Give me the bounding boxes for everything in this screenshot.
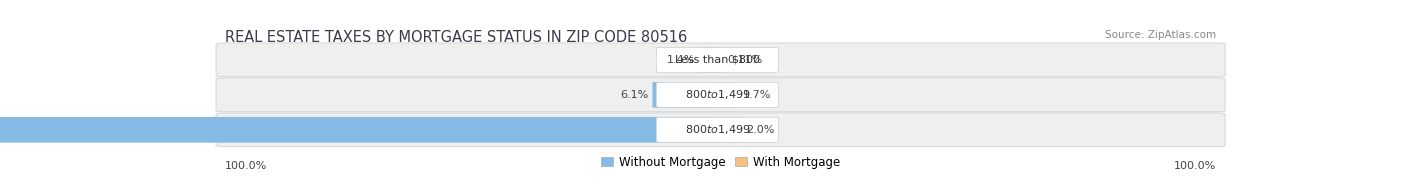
FancyBboxPatch shape — [217, 78, 1225, 112]
Text: Source: ZipAtlas.com: Source: ZipAtlas.com — [1105, 30, 1216, 40]
FancyBboxPatch shape — [713, 82, 738, 108]
FancyBboxPatch shape — [652, 82, 721, 108]
FancyBboxPatch shape — [217, 43, 1225, 77]
FancyBboxPatch shape — [713, 47, 723, 73]
FancyBboxPatch shape — [699, 47, 721, 73]
FancyBboxPatch shape — [713, 117, 741, 143]
Text: 6.1%: 6.1% — [620, 90, 648, 100]
FancyBboxPatch shape — [657, 47, 779, 72]
FancyBboxPatch shape — [657, 117, 779, 142]
Text: 100.0%: 100.0% — [225, 161, 267, 171]
Text: 1.7%: 1.7% — [742, 90, 772, 100]
Text: 100.0%: 100.0% — [1174, 161, 1216, 171]
FancyBboxPatch shape — [0, 117, 721, 143]
Text: $800 to $1,499: $800 to $1,499 — [685, 123, 749, 136]
Text: 2.0%: 2.0% — [745, 125, 775, 135]
Text: REAL ESTATE TAXES BY MORTGAGE STATUS IN ZIP CODE 80516: REAL ESTATE TAXES BY MORTGAGE STATUS IN … — [225, 30, 688, 44]
Text: 1.4%: 1.4% — [666, 55, 695, 65]
Text: $800 to $1,499: $800 to $1,499 — [685, 88, 749, 101]
Text: 0.11%: 0.11% — [727, 55, 762, 65]
Text: Less than $800: Less than $800 — [675, 55, 759, 65]
Legend: Without Mortgage, With Mortgage: Without Mortgage, With Mortgage — [602, 156, 839, 169]
FancyBboxPatch shape — [217, 113, 1225, 147]
FancyBboxPatch shape — [657, 82, 779, 107]
